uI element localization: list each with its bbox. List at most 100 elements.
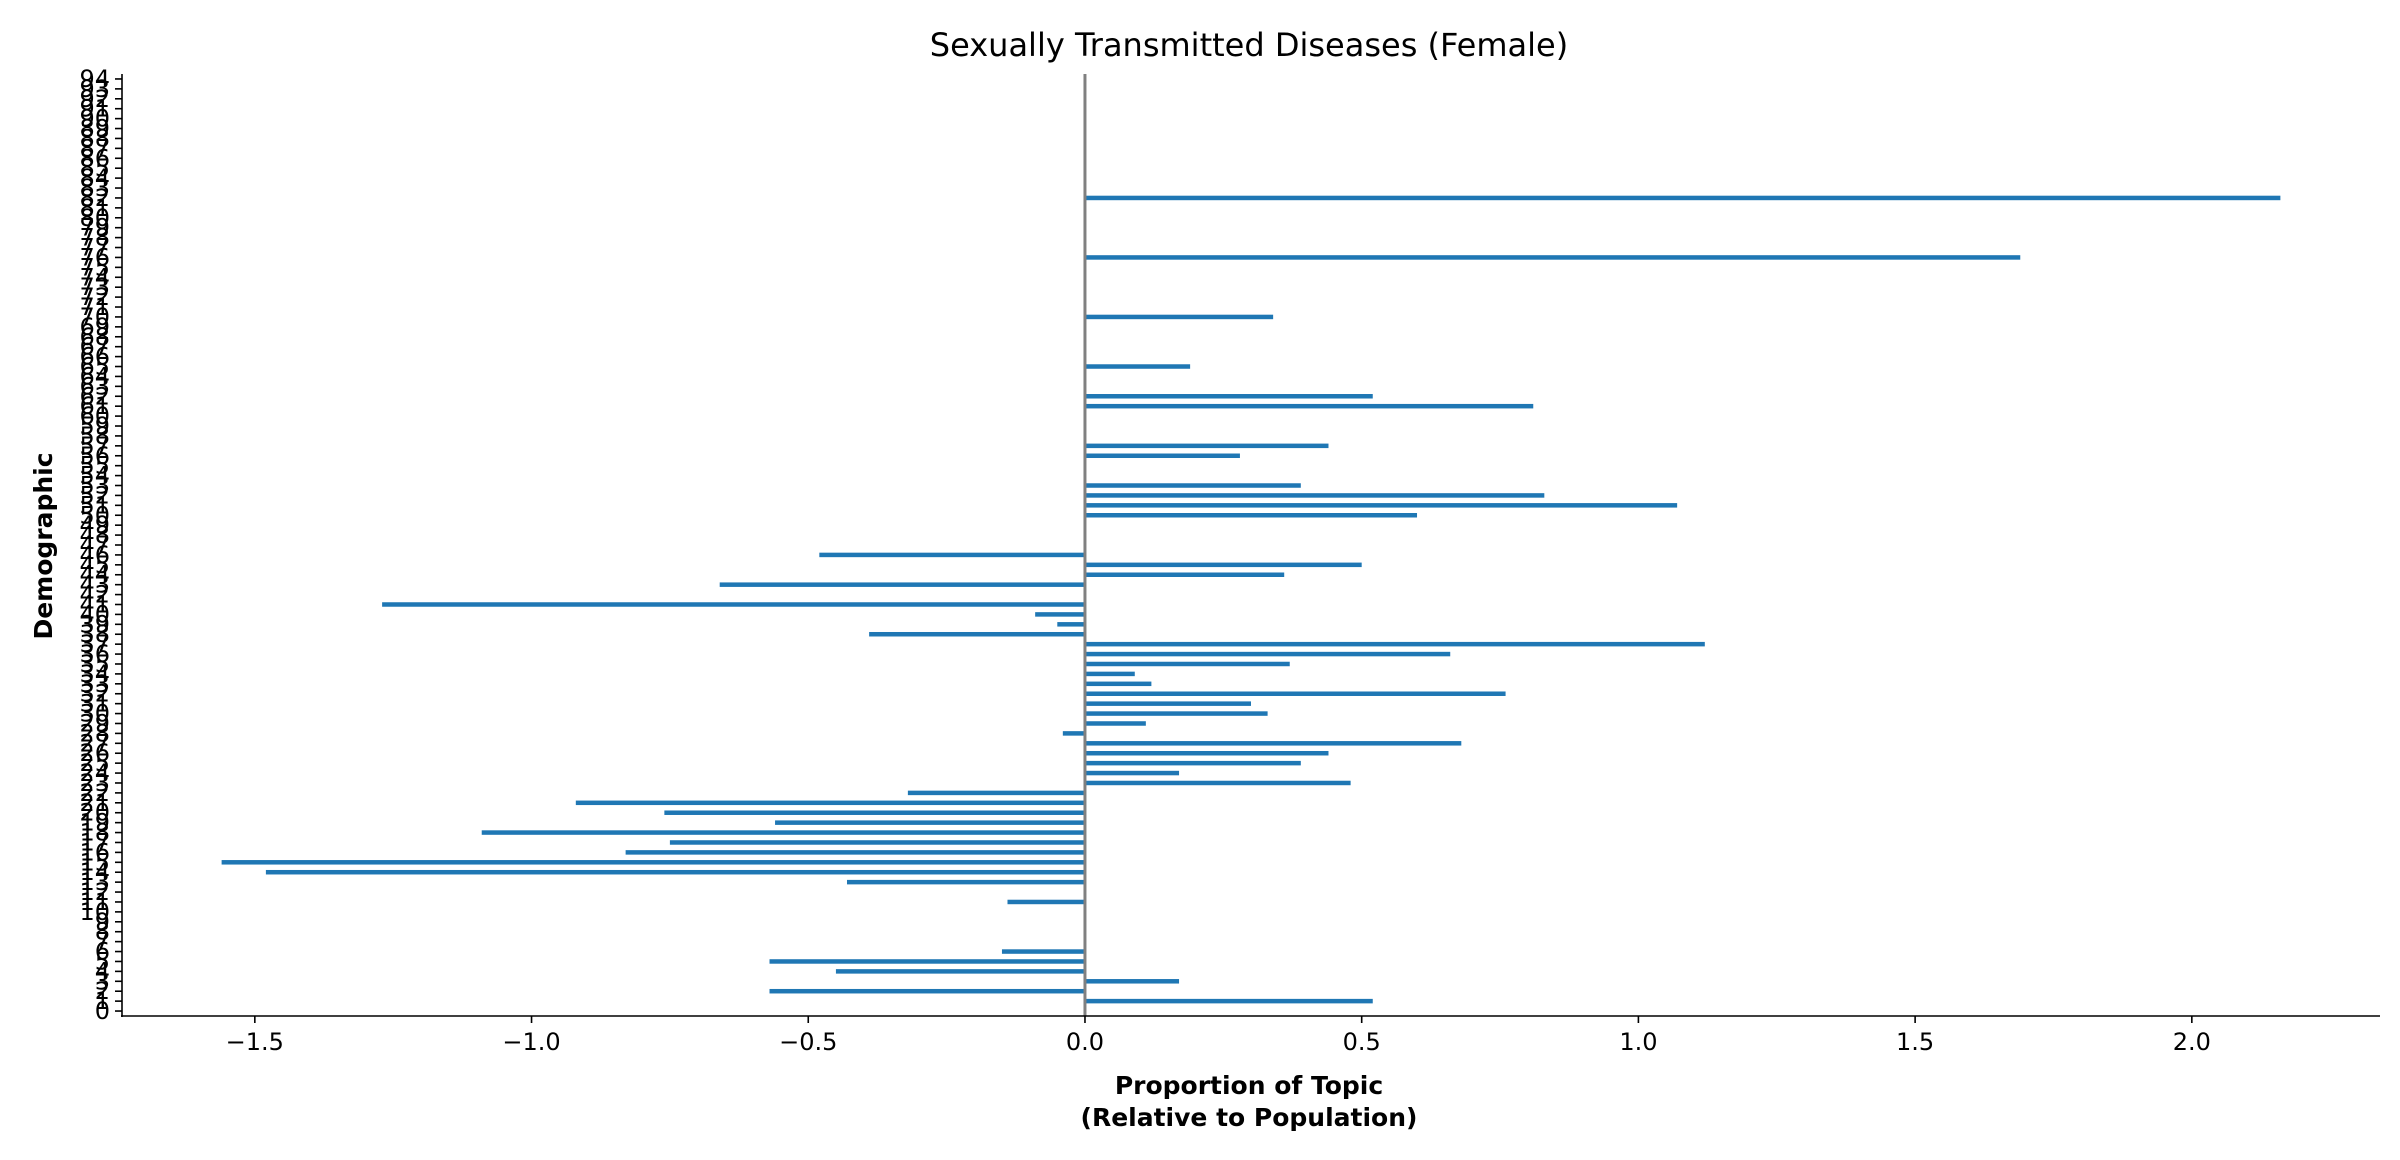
bar-1 bbox=[1084, 998, 1373, 1004]
x-tick-label: −1.0 bbox=[502, 1028, 560, 1056]
y-tick-label: 31 bbox=[79, 690, 110, 718]
bar-18 bbox=[481, 830, 1085, 835]
y-tick-label: 24 bbox=[79, 759, 110, 787]
y-tick-label: 18 bbox=[79, 819, 110, 847]
y-tick-label: 81 bbox=[79, 194, 110, 222]
y-tick-label: 65 bbox=[79, 353, 110, 381]
y-tick-label: 84 bbox=[79, 164, 110, 192]
y-tick-label: 50 bbox=[79, 501, 110, 529]
y-tick-label: 33 bbox=[79, 670, 110, 698]
bar-22 bbox=[907, 790, 1085, 796]
y-tick-label: 49 bbox=[79, 511, 110, 539]
bar-50 bbox=[1084, 513, 1418, 518]
bar-20 bbox=[664, 810, 1085, 815]
y-tick-label: 71 bbox=[79, 293, 110, 321]
x-axis-label-line-1: Proportion of Topic bbox=[1115, 1071, 1383, 1100]
bar-45 bbox=[1084, 562, 1362, 568]
x-tick-label: −1.5 bbox=[226, 1028, 284, 1056]
y-tick-label: 53 bbox=[79, 472, 110, 500]
y-tick-label: 79 bbox=[79, 214, 110, 242]
y-tick-label: 15 bbox=[79, 848, 110, 876]
y-tick-label: 0 bbox=[95, 997, 110, 1025]
y-axis-label: Demographic bbox=[29, 452, 58, 639]
axes-group bbox=[121, 74, 2380, 1017]
bar-51 bbox=[1084, 503, 1678, 508]
bar-34 bbox=[1084, 671, 1135, 677]
y-tick-label: 70 bbox=[79, 303, 110, 331]
bar-62 bbox=[1084, 394, 1373, 399]
y-tick-label: 23 bbox=[79, 769, 110, 797]
x-tick-label: 0.5 bbox=[1343, 1028, 1381, 1056]
chart-title: Sexually Transmitted Diseases (Female) bbox=[930, 26, 1568, 64]
bar-53 bbox=[1084, 483, 1301, 488]
bar-43 bbox=[719, 582, 1085, 587]
y-tick-label: 43 bbox=[79, 571, 110, 599]
bars-group bbox=[221, 195, 2281, 1004]
bar-6 bbox=[1001, 949, 1085, 954]
bar-3 bbox=[1084, 979, 1180, 984]
bar-13 bbox=[846, 879, 1085, 885]
y-tick-label: 54 bbox=[79, 462, 110, 490]
bar-31 bbox=[1084, 701, 1251, 706]
x-tick-label: 2.0 bbox=[2173, 1028, 2211, 1056]
bar-40 bbox=[1035, 612, 1085, 617]
bar-19 bbox=[775, 820, 1085, 825]
bar-38 bbox=[869, 631, 1085, 637]
y-tick-label: 3 bbox=[95, 967, 110, 995]
y-tick-label: 26 bbox=[79, 739, 110, 767]
x-tick-label: 0.0 bbox=[1066, 1028, 1104, 1056]
y-tick-label: 68 bbox=[79, 323, 110, 351]
bar-61 bbox=[1084, 403, 1534, 409]
y-tick-label: 47 bbox=[79, 531, 110, 559]
y-tick-label: 56 bbox=[79, 442, 110, 470]
y-tick-label: 82 bbox=[79, 184, 110, 212]
y-tick-label: 2 bbox=[95, 977, 110, 1005]
y-tick-label: 83 bbox=[79, 174, 110, 202]
bar-2 bbox=[769, 988, 1085, 994]
bar-26 bbox=[1084, 750, 1329, 756]
bar-15 bbox=[221, 860, 1085, 865]
bar-41 bbox=[382, 602, 1085, 607]
y-tick-label: 29 bbox=[79, 709, 110, 737]
bar-30 bbox=[1084, 711, 1268, 716]
bar-65 bbox=[1084, 364, 1191, 369]
y-tick-label: 85 bbox=[79, 154, 110, 182]
bar-4 bbox=[835, 969, 1085, 974]
y-tick-label: 61 bbox=[79, 392, 110, 420]
y-tick-label: 93 bbox=[79, 75, 110, 103]
y-tick-label: 77 bbox=[79, 234, 110, 262]
x-ticks-group: −1.5 −1.0 −0.5 0.0 0.5 1.0 1.5 2.0 bbox=[226, 1016, 2211, 1056]
bar-23 bbox=[1084, 780, 1351, 786]
y-tick-label: 69 bbox=[79, 313, 110, 341]
bar-33 bbox=[1084, 681, 1152, 687]
y-tick-label: 76 bbox=[79, 243, 110, 271]
y-tick-label: 44 bbox=[79, 561, 110, 589]
bar-5 bbox=[769, 959, 1085, 964]
y-tick-label: 42 bbox=[79, 581, 110, 609]
y-tick-label: 40 bbox=[79, 600, 110, 628]
y-tick-label: 32 bbox=[79, 680, 110, 708]
bar-82 bbox=[1084, 195, 2281, 201]
y-tick-label: 88 bbox=[79, 124, 110, 152]
y-tick-label: 74 bbox=[79, 263, 110, 291]
y-tick-label: 92 bbox=[79, 85, 110, 113]
y-tick-label: 80 bbox=[79, 204, 110, 232]
bar-37 bbox=[1084, 641, 1705, 647]
y-tick-label: 34 bbox=[79, 660, 110, 688]
y-tick-label: 86 bbox=[79, 144, 110, 172]
y-tick-label: 17 bbox=[79, 828, 110, 856]
bar-11 bbox=[1007, 899, 1085, 905]
y-tick-label: 7 bbox=[95, 928, 110, 956]
bar-29 bbox=[1084, 721, 1146, 726]
y-tick-label: 67 bbox=[79, 333, 110, 361]
bar-24 bbox=[1084, 770, 1180, 776]
y-tick-label: 28 bbox=[79, 719, 110, 747]
y-tick-label: 45 bbox=[79, 551, 110, 579]
bar-44 bbox=[1084, 572, 1285, 577]
y-tick-label: 73 bbox=[79, 273, 110, 301]
bar-35 bbox=[1084, 661, 1290, 667]
y-tick-label: 6 bbox=[95, 938, 110, 966]
y-tick-label: 39 bbox=[79, 610, 110, 638]
y-tick-label: 38 bbox=[79, 620, 110, 648]
y-tick-label: 78 bbox=[79, 224, 110, 252]
